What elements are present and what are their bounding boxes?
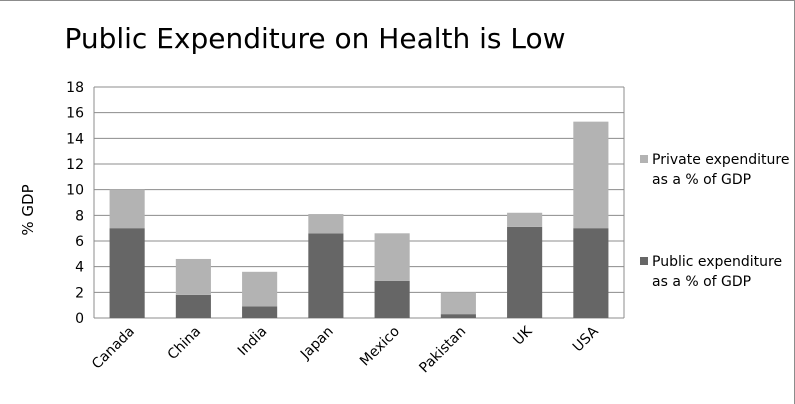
bar-private-pakistan	[440, 292, 476, 315]
bar-private-china	[175, 258, 211, 295]
y-tick-label: 0	[75, 311, 84, 327]
y-tick-label: 10	[66, 183, 84, 199]
bars	[109, 121, 609, 318]
chart-title: Public Expenditure on Health is Low	[64, 22, 566, 55]
x-tick-label: Mexico	[357, 324, 403, 370]
x-tick-label: China	[165, 324, 205, 364]
bar-private-japan	[308, 214, 344, 234]
y-tick-labels: 0 2 4 6 8 10 12 14 16 18	[66, 80, 84, 327]
y-tick-label: 12	[66, 157, 84, 173]
bar-private-india	[242, 271, 278, 307]
legend-label-private: Private expenditure as a % of GDP	[652, 152, 790, 188]
y-tick-label: 4	[75, 260, 84, 276]
bar-private-canada	[109, 189, 145, 229]
x-tick-label: USA	[570, 323, 602, 355]
legend-swatch-private	[640, 155, 648, 163]
y-tick-label: 8	[75, 208, 84, 224]
bar-private-mexico	[374, 233, 410, 281]
x-tick-label: Pakistan	[416, 324, 469, 377]
bar-public-japan	[308, 233, 344, 318]
legend-item-private: Private expenditure as a % of GDP	[640, 150, 790, 190]
legend-item-public: Public expenditure as a % of GDP	[640, 252, 790, 292]
legend-swatch-public	[640, 257, 648, 265]
x-tick-label: Canada	[89, 324, 138, 373]
x-tick-label: Japan	[297, 324, 337, 364]
bar-public-china	[175, 294, 211, 318]
gridlines	[94, 86, 624, 319]
y-tick-label: 14	[66, 131, 84, 147]
bar-private-uk	[507, 212, 543, 227]
bar-public-pakistan	[440, 314, 476, 318]
y-tick-label: 6	[75, 234, 84, 250]
bar-private-usa	[573, 121, 609, 229]
y-tick-label: 2	[75, 285, 84, 301]
bar-public-canada	[109, 228, 145, 318]
y-tick-label: 18	[66, 80, 84, 96]
y-tick-label: 16	[66, 106, 84, 122]
bar-public-india	[242, 306, 278, 318]
bar-public-usa	[573, 228, 609, 318]
bar-public-uk	[507, 226, 543, 318]
x-tick-label: India	[235, 324, 271, 360]
x-tick-labels: Canada China India Japan Mexico Pakistan UK USA	[89, 323, 602, 376]
bar-public-mexico	[374, 280, 410, 318]
legend-label-public: Public expenditure as a % of GDP	[652, 254, 783, 290]
x-tick-label: UK	[510, 323, 536, 349]
